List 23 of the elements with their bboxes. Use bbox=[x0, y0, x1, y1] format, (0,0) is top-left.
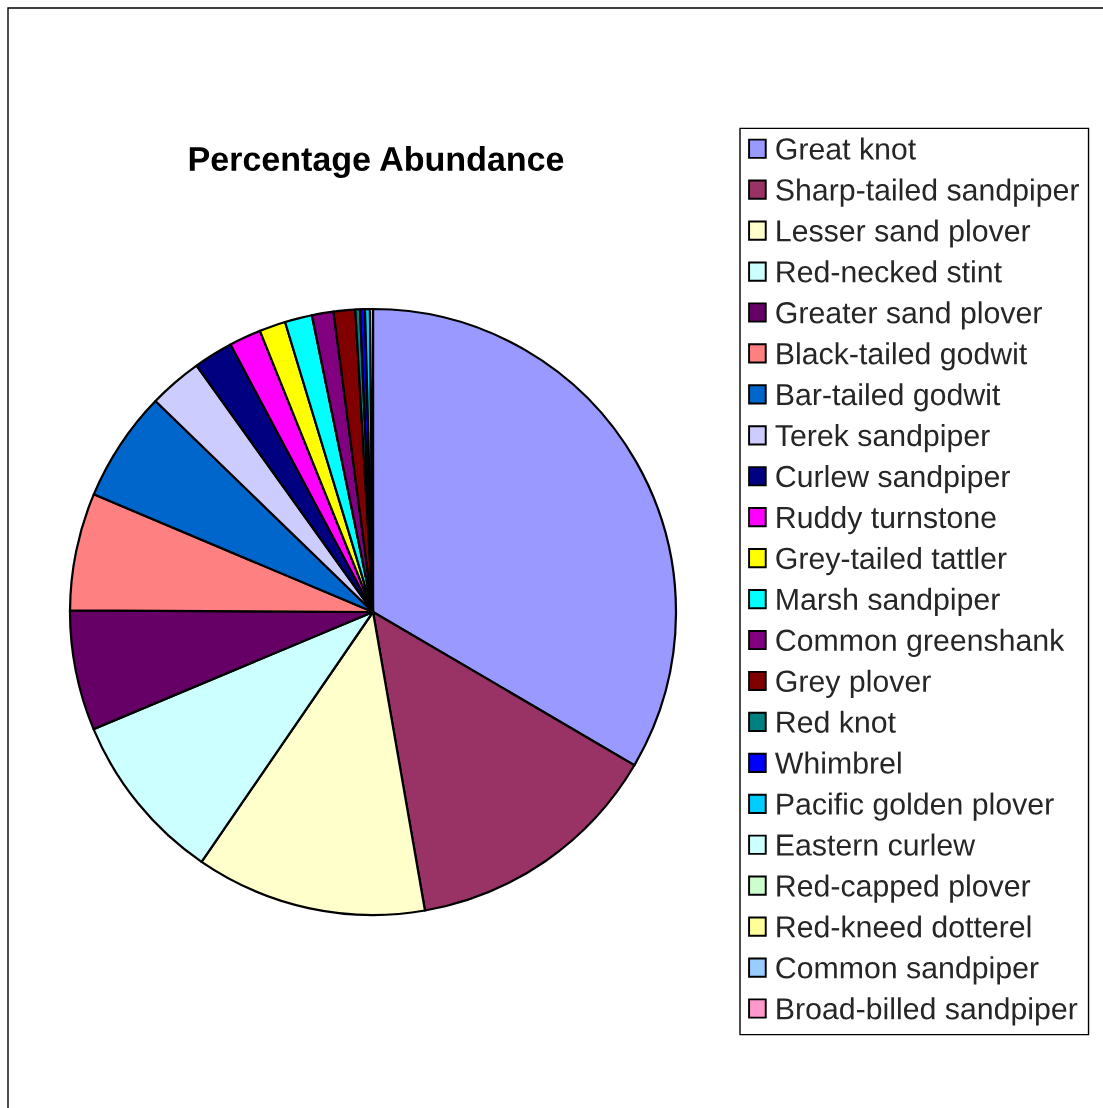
text: Percentage Abundance bbox=[189, 146, 564, 178]
legend-label: Terek sandpiper bbox=[775, 424, 990, 453]
legend-label: Red-kneed dotterel bbox=[777, 915, 1031, 938]
legend-label: Red-necked stint bbox=[777, 260, 1002, 283]
legend-label: Black-tailed godwit bbox=[777, 342, 1028, 371]
legend-label: Grey-tailed tattler bbox=[776, 546, 1007, 576]
legend-label: Pacific golden plover bbox=[777, 792, 1054, 821]
legend-label: Common greenshank bbox=[776, 628, 1065, 658]
legend-label: Ruddy turnstone bbox=[777, 505, 996, 535]
legend-label: Eastern curlew bbox=[777, 833, 976, 856]
legend-label: Curlew sandpiper bbox=[776, 465, 1010, 494]
legend-label: Bar-tailed godwit bbox=[777, 383, 1001, 412]
legend-label: Greater sand plover bbox=[776, 301, 1042, 330]
legend-label: Lesser sand plover bbox=[777, 219, 1031, 248]
legend-label: Red-capped plover bbox=[777, 874, 1031, 903]
legend-label: Common sandpiper bbox=[776, 956, 1039, 985]
legend-label: Grey plover bbox=[776, 669, 931, 698]
legend-label: Red knot bbox=[777, 710, 896, 733]
legend-label: Sharp-tailed sandpiper bbox=[776, 178, 1079, 207]
legend-label: Marsh sandpiper bbox=[777, 587, 1000, 617]
legend-label: Whimbrel bbox=[774, 751, 901, 774]
legend-label: Great knot bbox=[776, 137, 916, 160]
legend-label: Broad-billed sandpiper bbox=[777, 997, 1078, 1026]
